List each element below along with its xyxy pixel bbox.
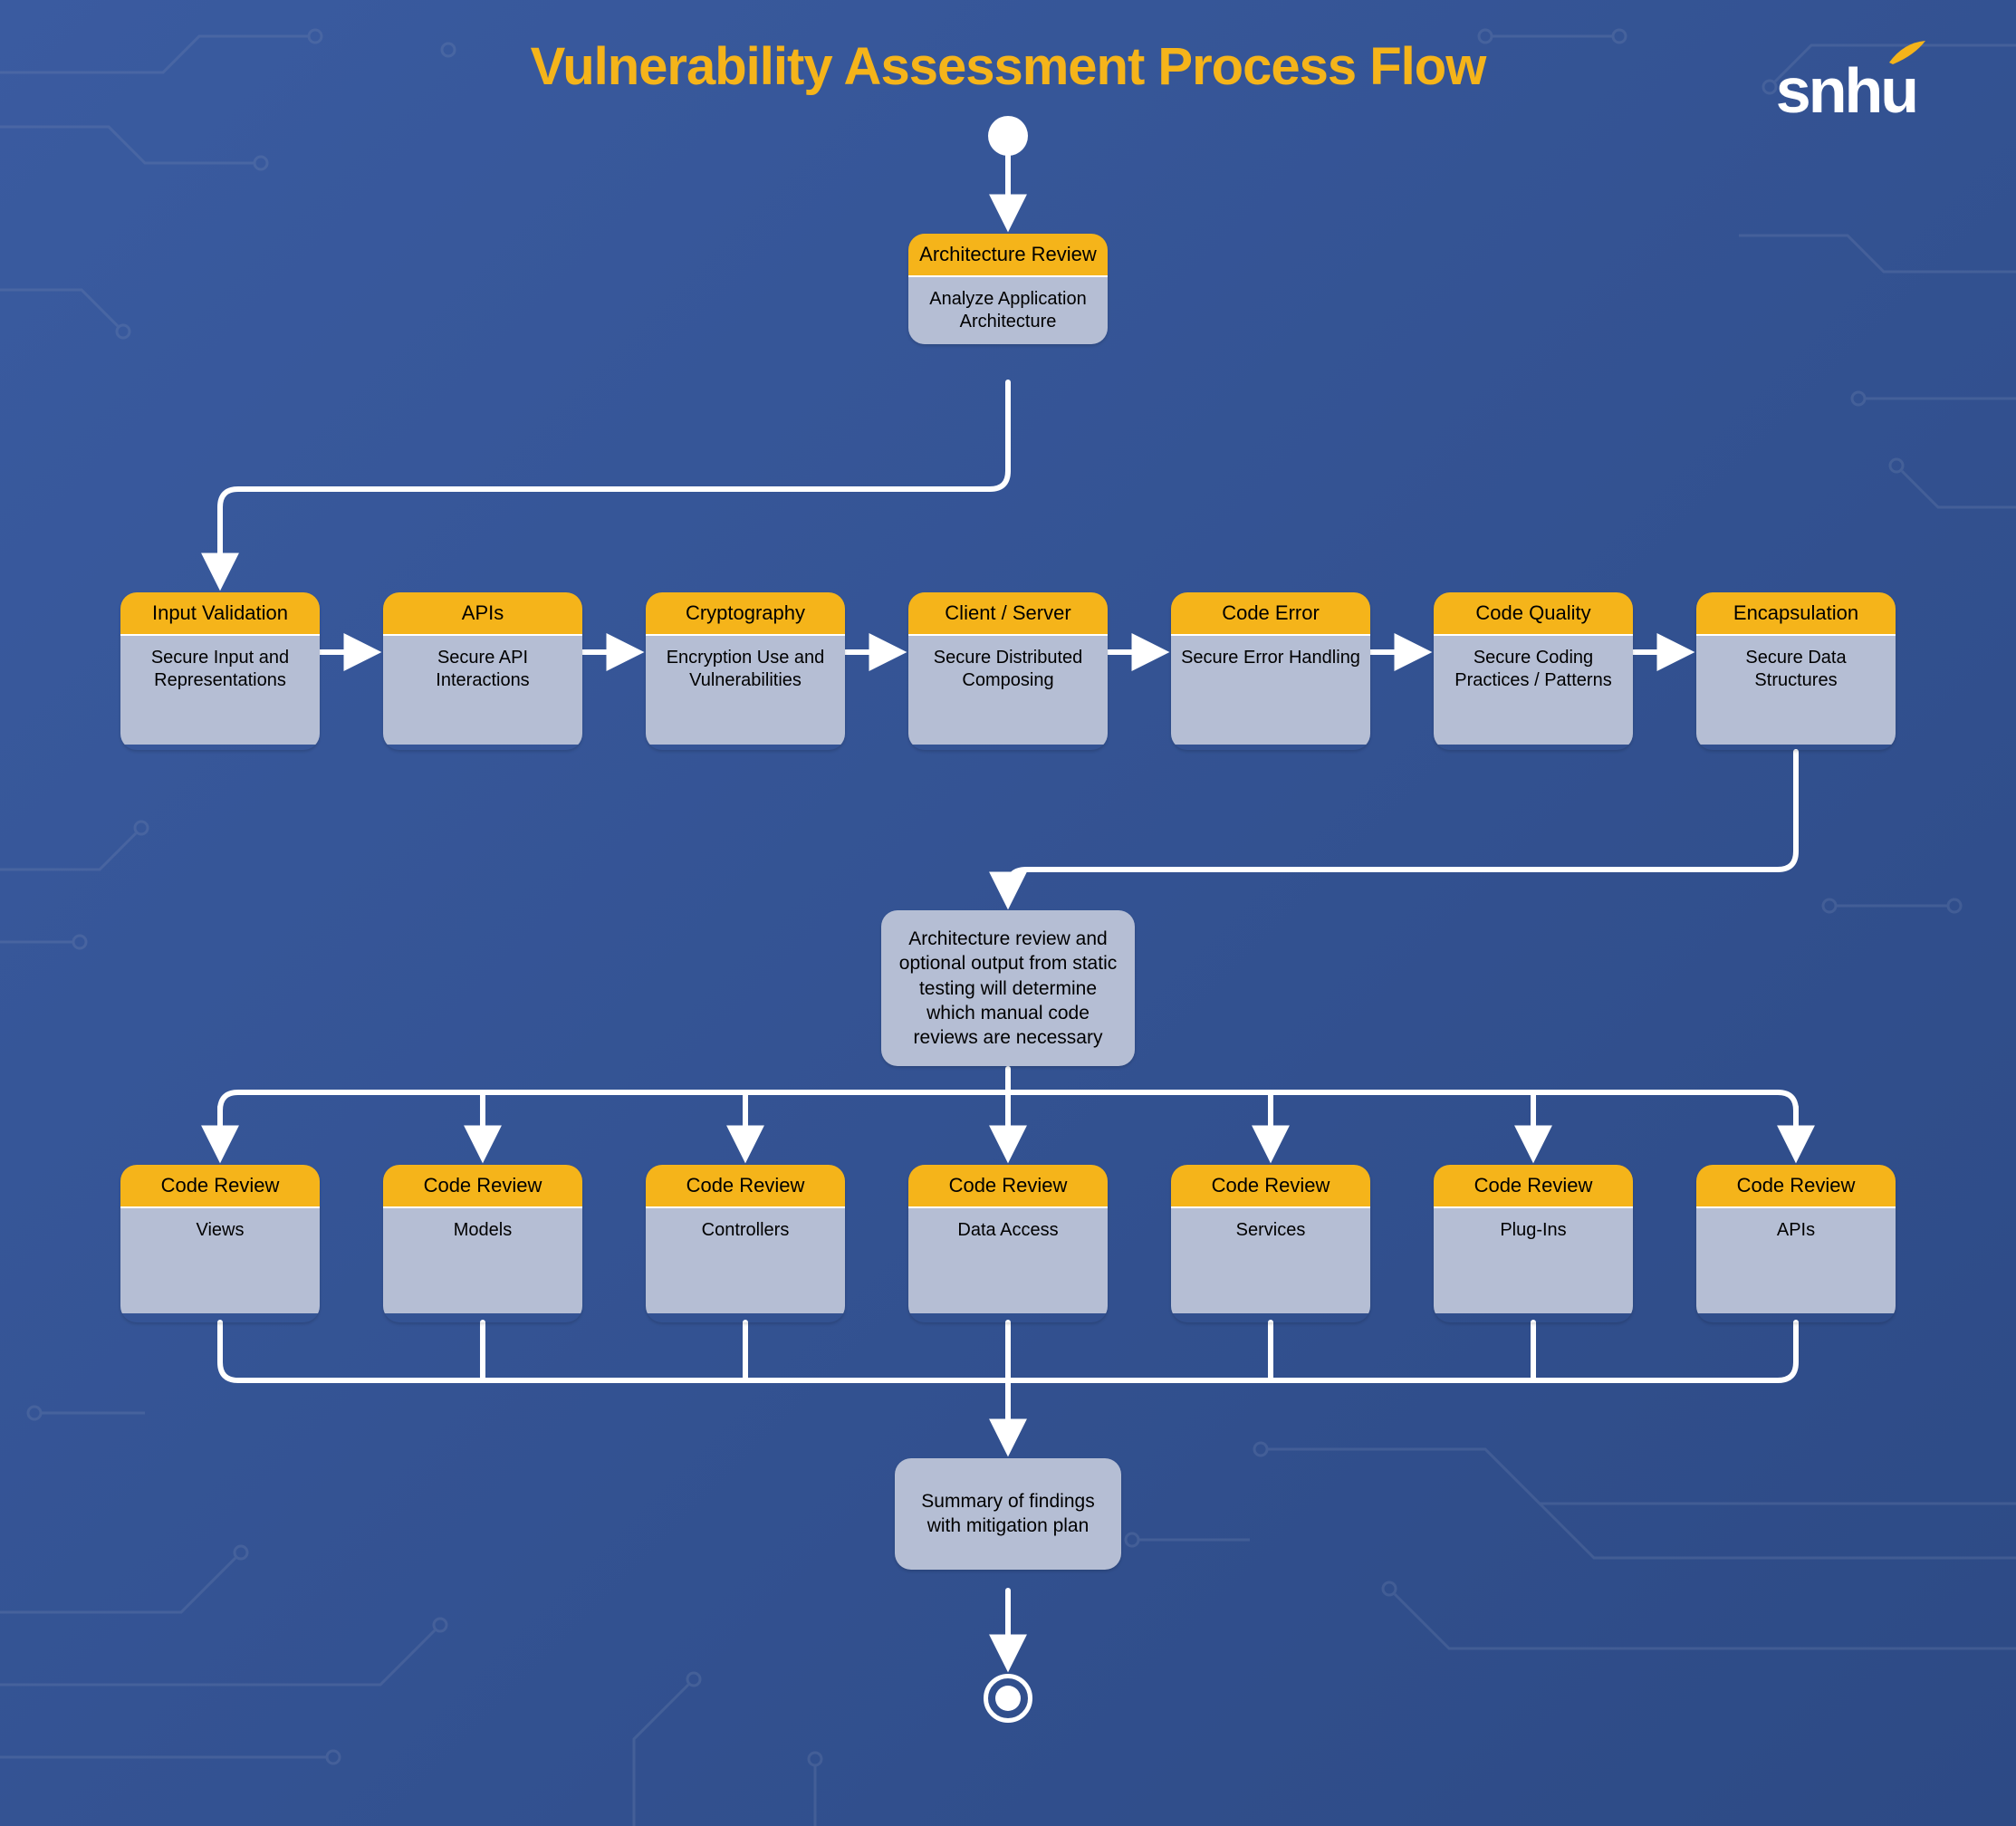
row1-node-0: Input ValidationSecure Input and Represe… (120, 592, 320, 750)
row1-node-5: Code QualitySecure Coding Practices / Pa… (1434, 592, 1633, 750)
node-header: Code Error (1171, 592, 1370, 636)
node-body: Views (120, 1208, 320, 1313)
node-body: APIs (1696, 1208, 1896, 1313)
node-header: Encapsulation (1696, 592, 1896, 636)
row2-node-1: Code ReviewModels (383, 1165, 582, 1322)
node-body: Analyze Application Architecture (908, 277, 1108, 344)
node-header: Code Review (1171, 1165, 1370, 1208)
node-header: Cryptography (646, 592, 845, 636)
node-body: Encryption Use and Vulnerabilities (646, 636, 845, 745)
node-body: Plug-Ins (1434, 1208, 1633, 1313)
leaf-icon (1887, 34, 1927, 75)
node-summary: Summary of findings with mitigation plan (895, 1458, 1121, 1570)
row1-node-4: Code ErrorSecure Error Handling (1171, 592, 1370, 750)
row2-node-0: Code ReviewViews (120, 1165, 320, 1322)
row2-node-2: Code ReviewControllers (646, 1165, 845, 1322)
node-header: Code Review (646, 1165, 845, 1208)
node-body: Secure Input and Representations (120, 636, 320, 745)
node-header: Code Quality (1434, 592, 1633, 636)
row1-node-3: Client / ServerSecure Distributed Compos… (908, 592, 1108, 750)
node-header: Code Review (908, 1165, 1108, 1208)
node-body: Secure Distributed Composing (908, 636, 1108, 745)
node-architecture-review: Architecture Review Analyze Application … (908, 234, 1108, 344)
node-header: Architecture Review (908, 234, 1108, 277)
node-header: Code Review (1696, 1165, 1896, 1208)
node-header: APIs (383, 592, 582, 636)
node-header: Code Review (383, 1165, 582, 1208)
page-title: Vulnerability Assessment Process Flow (531, 36, 1486, 97)
node-body: Controllers (646, 1208, 845, 1313)
node-body: Secure Data Structures (1696, 636, 1896, 745)
node-header: Code Review (120, 1165, 320, 1208)
row1-node-6: EncapsulationSecure Data Structures (1696, 592, 1896, 750)
node-header: Code Review (1434, 1165, 1633, 1208)
start-node (988, 116, 1028, 156)
row2-node-4: Code ReviewServices (1171, 1165, 1370, 1322)
node-body: Services (1171, 1208, 1370, 1313)
info-manual-review: Architecture review and optional output … (881, 910, 1135, 1066)
row2-node-6: Code ReviewAPIs (1696, 1165, 1896, 1322)
node-body: Secure Error Handling (1171, 636, 1370, 745)
node-body: Models (383, 1208, 582, 1313)
node-header: Input Validation (120, 592, 320, 636)
row1-node-1: APIsSecure API Interactions (383, 592, 582, 750)
node-header: Client / Server (908, 592, 1108, 636)
row1-node-2: CryptographyEncryption Use and Vulnerabi… (646, 592, 845, 750)
snhu-logo: snhu (1776, 54, 1916, 127)
node-body: Secure Coding Practices / Patterns (1434, 636, 1633, 745)
node-body: Secure API Interactions (383, 636, 582, 745)
row2-node-5: Code ReviewPlug-Ins (1434, 1165, 1633, 1322)
end-node (984, 1674, 1032, 1723)
row2-node-3: Code ReviewData Access (908, 1165, 1108, 1322)
node-body: Data Access (908, 1208, 1108, 1313)
